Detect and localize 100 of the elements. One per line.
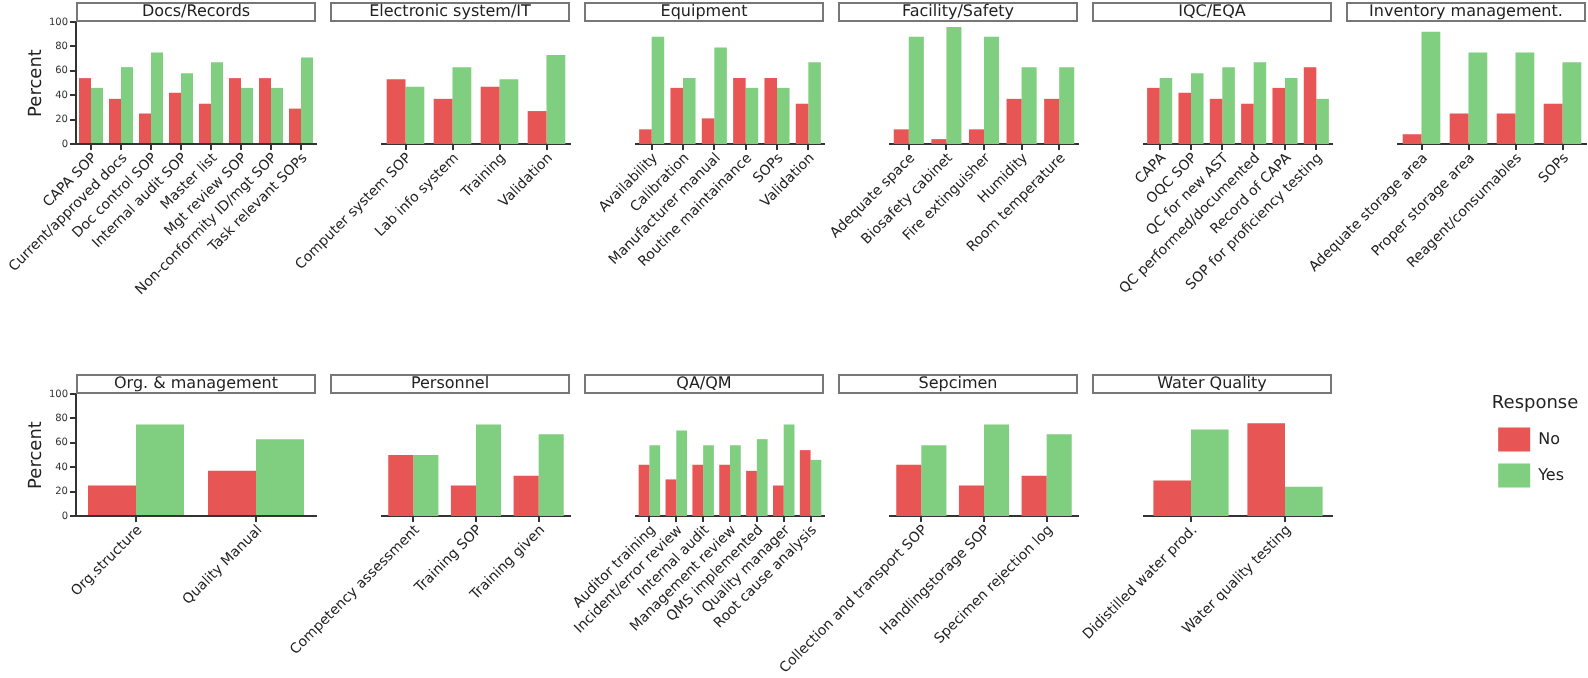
bar: [908, 36, 924, 144]
bar: [810, 459, 822, 516]
bar: [639, 129, 652, 144]
bar: [386, 79, 406, 144]
chart-title: Equipment: [584, 2, 824, 22]
legend-label: No: [1538, 429, 1561, 448]
bar: [88, 485, 136, 515]
bar: [772, 485, 784, 516]
bar: [256, 439, 304, 515]
bar: [1153, 480, 1191, 516]
bar: [1402, 134, 1422, 144]
bar: [1222, 67, 1235, 144]
bar: [388, 455, 414, 516]
bar: [1191, 73, 1204, 144]
bar: [181, 73, 193, 143]
bar: [670, 87, 683, 144]
bar: [714, 47, 727, 144]
bar: [638, 464, 650, 516]
bar: [1209, 98, 1223, 144]
bar: [1515, 52, 1535, 144]
bar: [701, 118, 715, 144]
bar: [1044, 98, 1060, 144]
bar: [1421, 31, 1441, 144]
bar: [208, 470, 256, 515]
bar: [1241, 103, 1254, 144]
bar: [452, 67, 472, 144]
chart-title: Inventory management.: [1346, 2, 1586, 22]
bar: [476, 424, 502, 516]
bar: [1247, 423, 1285, 516]
bar: [1178, 92, 1191, 144]
bar: [546, 54, 566, 144]
bar: [1562, 62, 1582, 144]
bar: [1285, 78, 1298, 144]
chart-title: Water Quality: [1092, 374, 1332, 394]
bar: [896, 464, 922, 516]
bar: [241, 87, 253, 143]
bar: [1253, 62, 1267, 144]
bar: [271, 87, 283, 143]
bar: [733, 78, 746, 144]
bar: [169, 92, 181, 143]
bar: [499, 79, 519, 144]
bar: [91, 87, 103, 143]
bar: [1159, 78, 1173, 144]
bar: [1449, 113, 1469, 144]
bar: [301, 57, 313, 143]
legend-title: Response: [1491, 393, 1580, 414]
bar: [199, 103, 211, 143]
chart-title: IQC/EQA: [1092, 2, 1332, 22]
bar: [808, 62, 821, 144]
bar: [1046, 434, 1072, 516]
bar: [1468, 52, 1488, 144]
bar: [1059, 67, 1075, 144]
chart-title: Personnel: [330, 374, 570, 394]
bar: [211, 62, 223, 143]
bar: [719, 464, 730, 516]
bar: [783, 424, 795, 516]
bar: [413, 455, 439, 516]
bar: [795, 103, 809, 144]
bar: [1147, 87, 1160, 144]
bar: [289, 108, 301, 143]
bar: [1272, 87, 1285, 144]
bar: [1191, 429, 1229, 516]
bar: [1543, 103, 1563, 144]
bar: [513, 475, 539, 516]
y-axis-title: Percent: [27, 48, 48, 117]
bar: [527, 111, 547, 144]
bar: [538, 434, 564, 516]
chart-title: QA/QM: [584, 374, 824, 394]
y-axis-title: Percent: [27, 420, 48, 489]
bar: [433, 98, 453, 144]
chart-title: Facility/Safety: [838, 2, 1078, 22]
chart-title: Electronic system/IT: [330, 2, 570, 22]
bar: [746, 470, 757, 516]
bar: [756, 439, 768, 516]
bar: [450, 485, 476, 516]
bar: [958, 485, 984, 516]
chart-title: Sepcimen: [838, 374, 1078, 394]
bar: [109, 98, 121, 143]
bar: [1021, 475, 1047, 516]
bar: [665, 479, 677, 516]
bar: [136, 424, 184, 515]
bar: [730, 445, 741, 516]
legend-label: Yes: [1536, 465, 1565, 484]
bar: [151, 52, 163, 143]
bar: [968, 129, 984, 144]
bar: [1316, 98, 1329, 144]
bar: [480, 86, 500, 144]
bar: [683, 78, 696, 144]
bar: [692, 464, 704, 516]
bar: [984, 424, 1010, 516]
bar: [946, 26, 962, 144]
bar: [1285, 486, 1323, 516]
bar: [79, 78, 91, 143]
bar: [121, 67, 133, 143]
bar: [649, 445, 661, 516]
bar: [1006, 98, 1022, 144]
bar: [703, 445, 714, 516]
bar: [777, 87, 790, 144]
bar: [764, 78, 777, 144]
bar: [139, 113, 151, 143]
